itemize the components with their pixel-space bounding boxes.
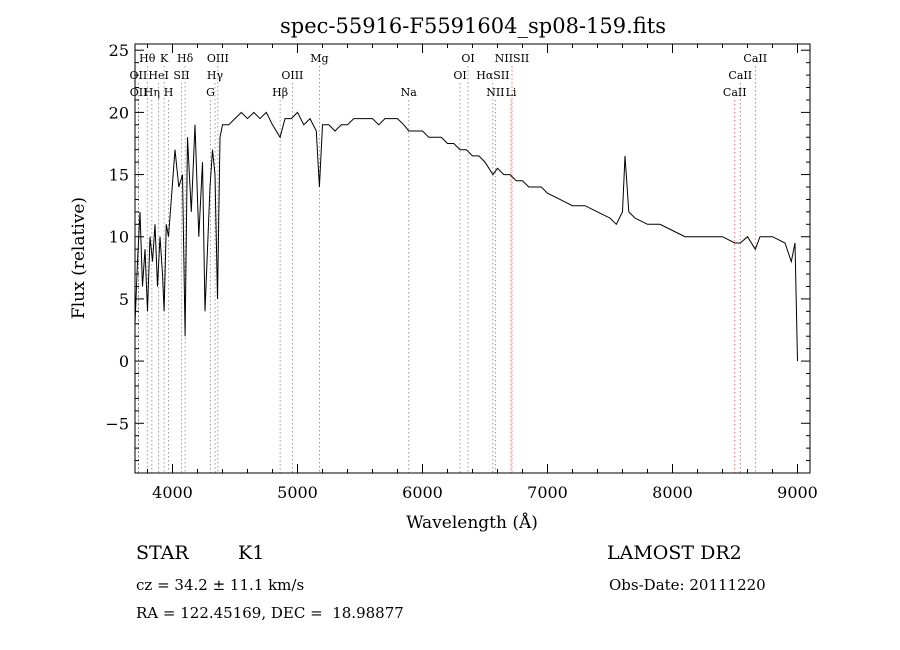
line-marker-label: SII bbox=[173, 69, 189, 82]
line-marker-label: OIII bbox=[207, 52, 229, 65]
line-marker-label: OI bbox=[453, 69, 466, 82]
line-marker-label: Hγ bbox=[207, 69, 224, 82]
line-marker-label: Mg bbox=[310, 52, 328, 65]
coordinates-text: RA = 122.45169, DEC = 18.98877 bbox=[136, 604, 404, 622]
spectrum-series-line bbox=[134, 111, 798, 362]
line-marker-label: Hθ bbox=[139, 52, 156, 65]
x-tick-label: 7000 bbox=[527, 483, 568, 502]
x-axis-label: Wavelength (Å) bbox=[406, 512, 538, 533]
x-tick-label: 5000 bbox=[277, 483, 318, 502]
x-axis: 4000 5000 6000 7000 8000 9000 bbox=[147, 44, 818, 502]
line-marker-label: OI bbox=[461, 52, 474, 65]
redshift-text: cz = 34.2 ± 11.1 km/s bbox=[136, 576, 305, 594]
line-marker-label: NIISII bbox=[495, 52, 530, 65]
line-marker-label: HαSII bbox=[476, 69, 509, 82]
object-class: STAR bbox=[136, 542, 189, 564]
line-marker-label: G bbox=[206, 86, 215, 99]
object-subclass: K1 bbox=[238, 542, 265, 564]
line-marker-label: OIII bbox=[281, 69, 303, 82]
survey-label: LAMOST DR2 bbox=[607, 542, 742, 564]
line-marker-label: NII bbox=[486, 86, 504, 99]
line-marker-label: HeI bbox=[148, 69, 168, 82]
y-tick-label: −5 bbox=[105, 414, 129, 433]
line-marker-label: Li bbox=[506, 86, 517, 99]
x-tick-label: 4000 bbox=[152, 483, 193, 502]
line-marker-label: OII bbox=[130, 86, 148, 99]
obs-date-text: Obs-Date: 20111220 bbox=[609, 576, 766, 594]
line-marker-label: CaII bbox=[723, 86, 747, 99]
y-tick-label: 25 bbox=[109, 41, 129, 60]
line-marker-label: Hδ bbox=[177, 52, 194, 65]
line-marker-label: H bbox=[164, 86, 174, 99]
line-marker-label: Na bbox=[401, 86, 418, 99]
y-tick-label: 15 bbox=[109, 166, 129, 185]
x-tick-label: 8000 bbox=[652, 483, 693, 502]
y-tick-label: 20 bbox=[109, 103, 129, 122]
x-tick-label: 9000 bbox=[777, 483, 818, 502]
spectrum-chart: spec-55916-F5591604_sp08-159.fits Hθ K Hδ O… bbox=[69, 14, 818, 533]
plot-frame bbox=[134, 43, 811, 474]
line-marker-label: CaII bbox=[743, 52, 767, 65]
line-markers bbox=[138, 66, 756, 473]
line-marker-label: K bbox=[160, 52, 169, 65]
line-marker-label: Hβ bbox=[272, 86, 288, 99]
y-tick-label: 5 bbox=[119, 290, 129, 309]
line-marker-label: CaII bbox=[728, 69, 752, 82]
chart-title: spec-55916-F5591604_sp08-159.fits bbox=[280, 14, 666, 38]
y-tick-label: 0 bbox=[119, 352, 129, 371]
y-tick-label: 10 bbox=[109, 228, 129, 247]
y-axis: −5 0 5 10 15 20 25 bbox=[105, 41, 810, 462]
line-marker-labels: Hθ K Hδ OIII Mg OI NIISII CaII OII HeI SII Hγ OIII OI… bbox=[130, 52, 768, 99]
y-axis-label: Flux (relative) bbox=[69, 197, 89, 319]
line-marker-label: Hη bbox=[144, 86, 160, 99]
x-tick-label: 6000 bbox=[402, 483, 443, 502]
